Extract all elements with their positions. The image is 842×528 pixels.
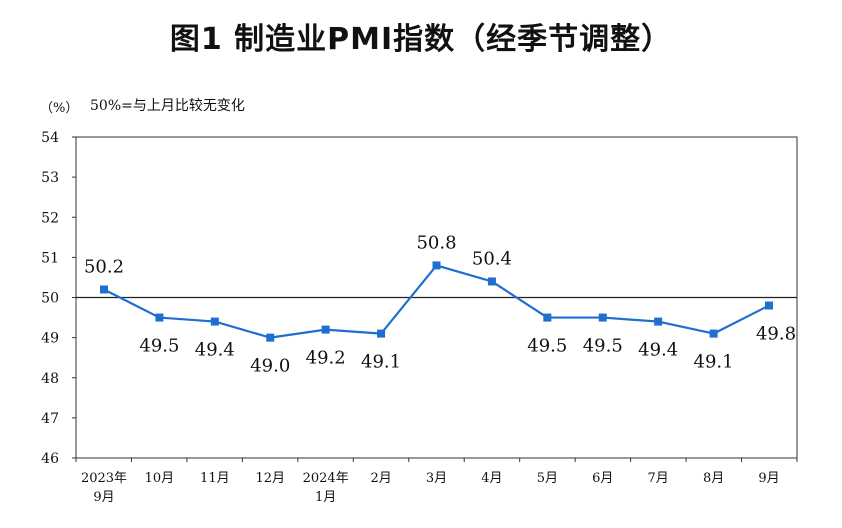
- data-label: 49.5: [583, 336, 623, 357]
- data-point-marker: [709, 329, 718, 338]
- y-axis-unit-label: （%）: [40, 101, 79, 116]
- y-tick-label: 46: [41, 451, 59, 467]
- y-tick-label: 54: [41, 130, 59, 146]
- data-point-marker: [765, 301, 773, 310]
- data-label: 49.5: [527, 336, 567, 357]
- x-category-label: 10月: [145, 471, 175, 486]
- data-point-marker: [155, 313, 164, 322]
- x-category-label: 2024年: [303, 471, 349, 486]
- x-category-label: 7月: [648, 471, 669, 486]
- x-category-label: 9月: [758, 471, 779, 486]
- y-tick-label: 51: [41, 250, 59, 266]
- data-point-marker: [432, 261, 441, 270]
- x-category-label: 8月: [703, 471, 724, 486]
- y-tick-label: 48: [41, 371, 59, 387]
- x-category-label: 9月: [93, 490, 114, 505]
- x-category-label: 3月: [426, 471, 447, 486]
- data-label: 50.2: [84, 256, 124, 277]
- data-label: 49.1: [694, 352, 734, 373]
- data-point-marker: [543, 313, 552, 322]
- y-tick-label: 49: [41, 331, 59, 347]
- data-label: 50.8: [416, 232, 456, 253]
- reference-note: 50%=与上月比较无变化: [90, 98, 245, 114]
- data-point-marker: [266, 333, 275, 342]
- x-category-label: 2023年: [81, 471, 127, 486]
- x-category-label: 6月: [592, 471, 613, 486]
- data-point-marker: [487, 277, 496, 286]
- y-tick-label: 50: [41, 291, 59, 307]
- data-label: 49.4: [195, 340, 235, 361]
- x-category-label: 12月: [255, 471, 285, 486]
- data-label: 50.4: [472, 248, 512, 269]
- x-category-label: 5月: [537, 471, 558, 486]
- y-tick-label: 47: [41, 411, 59, 427]
- data-point-marker: [210, 317, 219, 326]
- data-label: 49.4: [638, 340, 678, 361]
- data-label: 49.1: [361, 352, 401, 373]
- data-label: 49.0: [250, 356, 290, 377]
- y-tick-label: 53: [41, 170, 59, 186]
- x-category-label: 11月: [200, 471, 230, 486]
- x-category-label: 2月: [370, 471, 391, 486]
- x-category-label: 4月: [481, 471, 502, 486]
- data-point-marker: [100, 285, 108, 294]
- chart-title: 图1 制造业PMI指数（经季节调整）: [169, 22, 673, 57]
- data-point-marker: [377, 329, 386, 338]
- data-label: 49.2: [306, 348, 346, 369]
- y-tick-label: 52: [41, 210, 59, 226]
- data-point-marker: [598, 313, 607, 322]
- data-label: 49.5: [139, 336, 179, 357]
- series-line: [103, 264, 770, 339]
- data-point-marker: [321, 325, 330, 334]
- data-point-marker: [654, 317, 663, 326]
- x-category-label: 1月: [315, 490, 336, 505]
- data-label: 49.8: [756, 324, 796, 345]
